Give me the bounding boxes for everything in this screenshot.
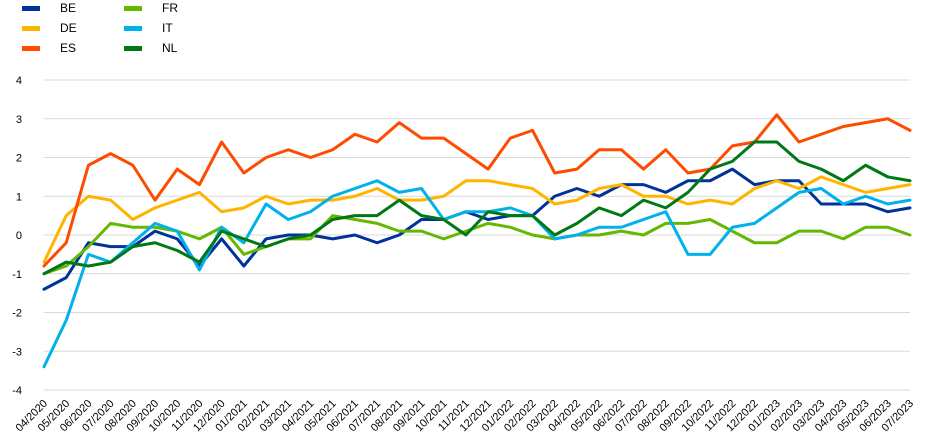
series-line-it (42, 179, 912, 369)
gridlines (44, 79, 910, 391)
legend-label-be: BE (60, 1, 76, 15)
y-tick-label: 4 (16, 75, 22, 87)
y-axis: -4 -3 -2 -1 0 1 2 3 4 (12, 75, 22, 397)
y-tick-label: 0 (16, 230, 22, 242)
legend-label-de: DE (60, 21, 77, 35)
legend-label-fr: FR (162, 1, 178, 15)
y-tick-label: -4 (12, 385, 22, 397)
legend-swatch-fr (124, 6, 142, 11)
y-tick-label: -3 (12, 346, 22, 358)
y-tick-label: 2 (16, 153, 22, 165)
legend-label-nl: NL (162, 41, 178, 55)
series-line-es (42, 113, 912, 268)
legend-swatch-be (22, 6, 40, 11)
legend-swatch-nl (124, 46, 142, 51)
series-line-de (42, 175, 912, 264)
series-line-nl (42, 140, 912, 276)
legend-swatch-it (124, 26, 142, 31)
legend-label-es: ES (60, 41, 76, 55)
legend-swatch-de (22, 26, 40, 31)
series-lines (42, 113, 912, 369)
x-axis: 04/202005/202006/202007/202008/202009/20… (14, 398, 917, 435)
y-tick-label: -2 (12, 308, 22, 320)
legend-swatch-es (22, 46, 40, 51)
y-tick-label: 3 (16, 114, 22, 126)
series-line-fr (42, 214, 912, 276)
y-tick-label: -1 (12, 269, 22, 281)
legend-label-it: IT (162, 21, 173, 35)
legend: BE DE ES FR IT NL (22, 1, 178, 55)
y-tick-label: 1 (16, 191, 22, 203)
